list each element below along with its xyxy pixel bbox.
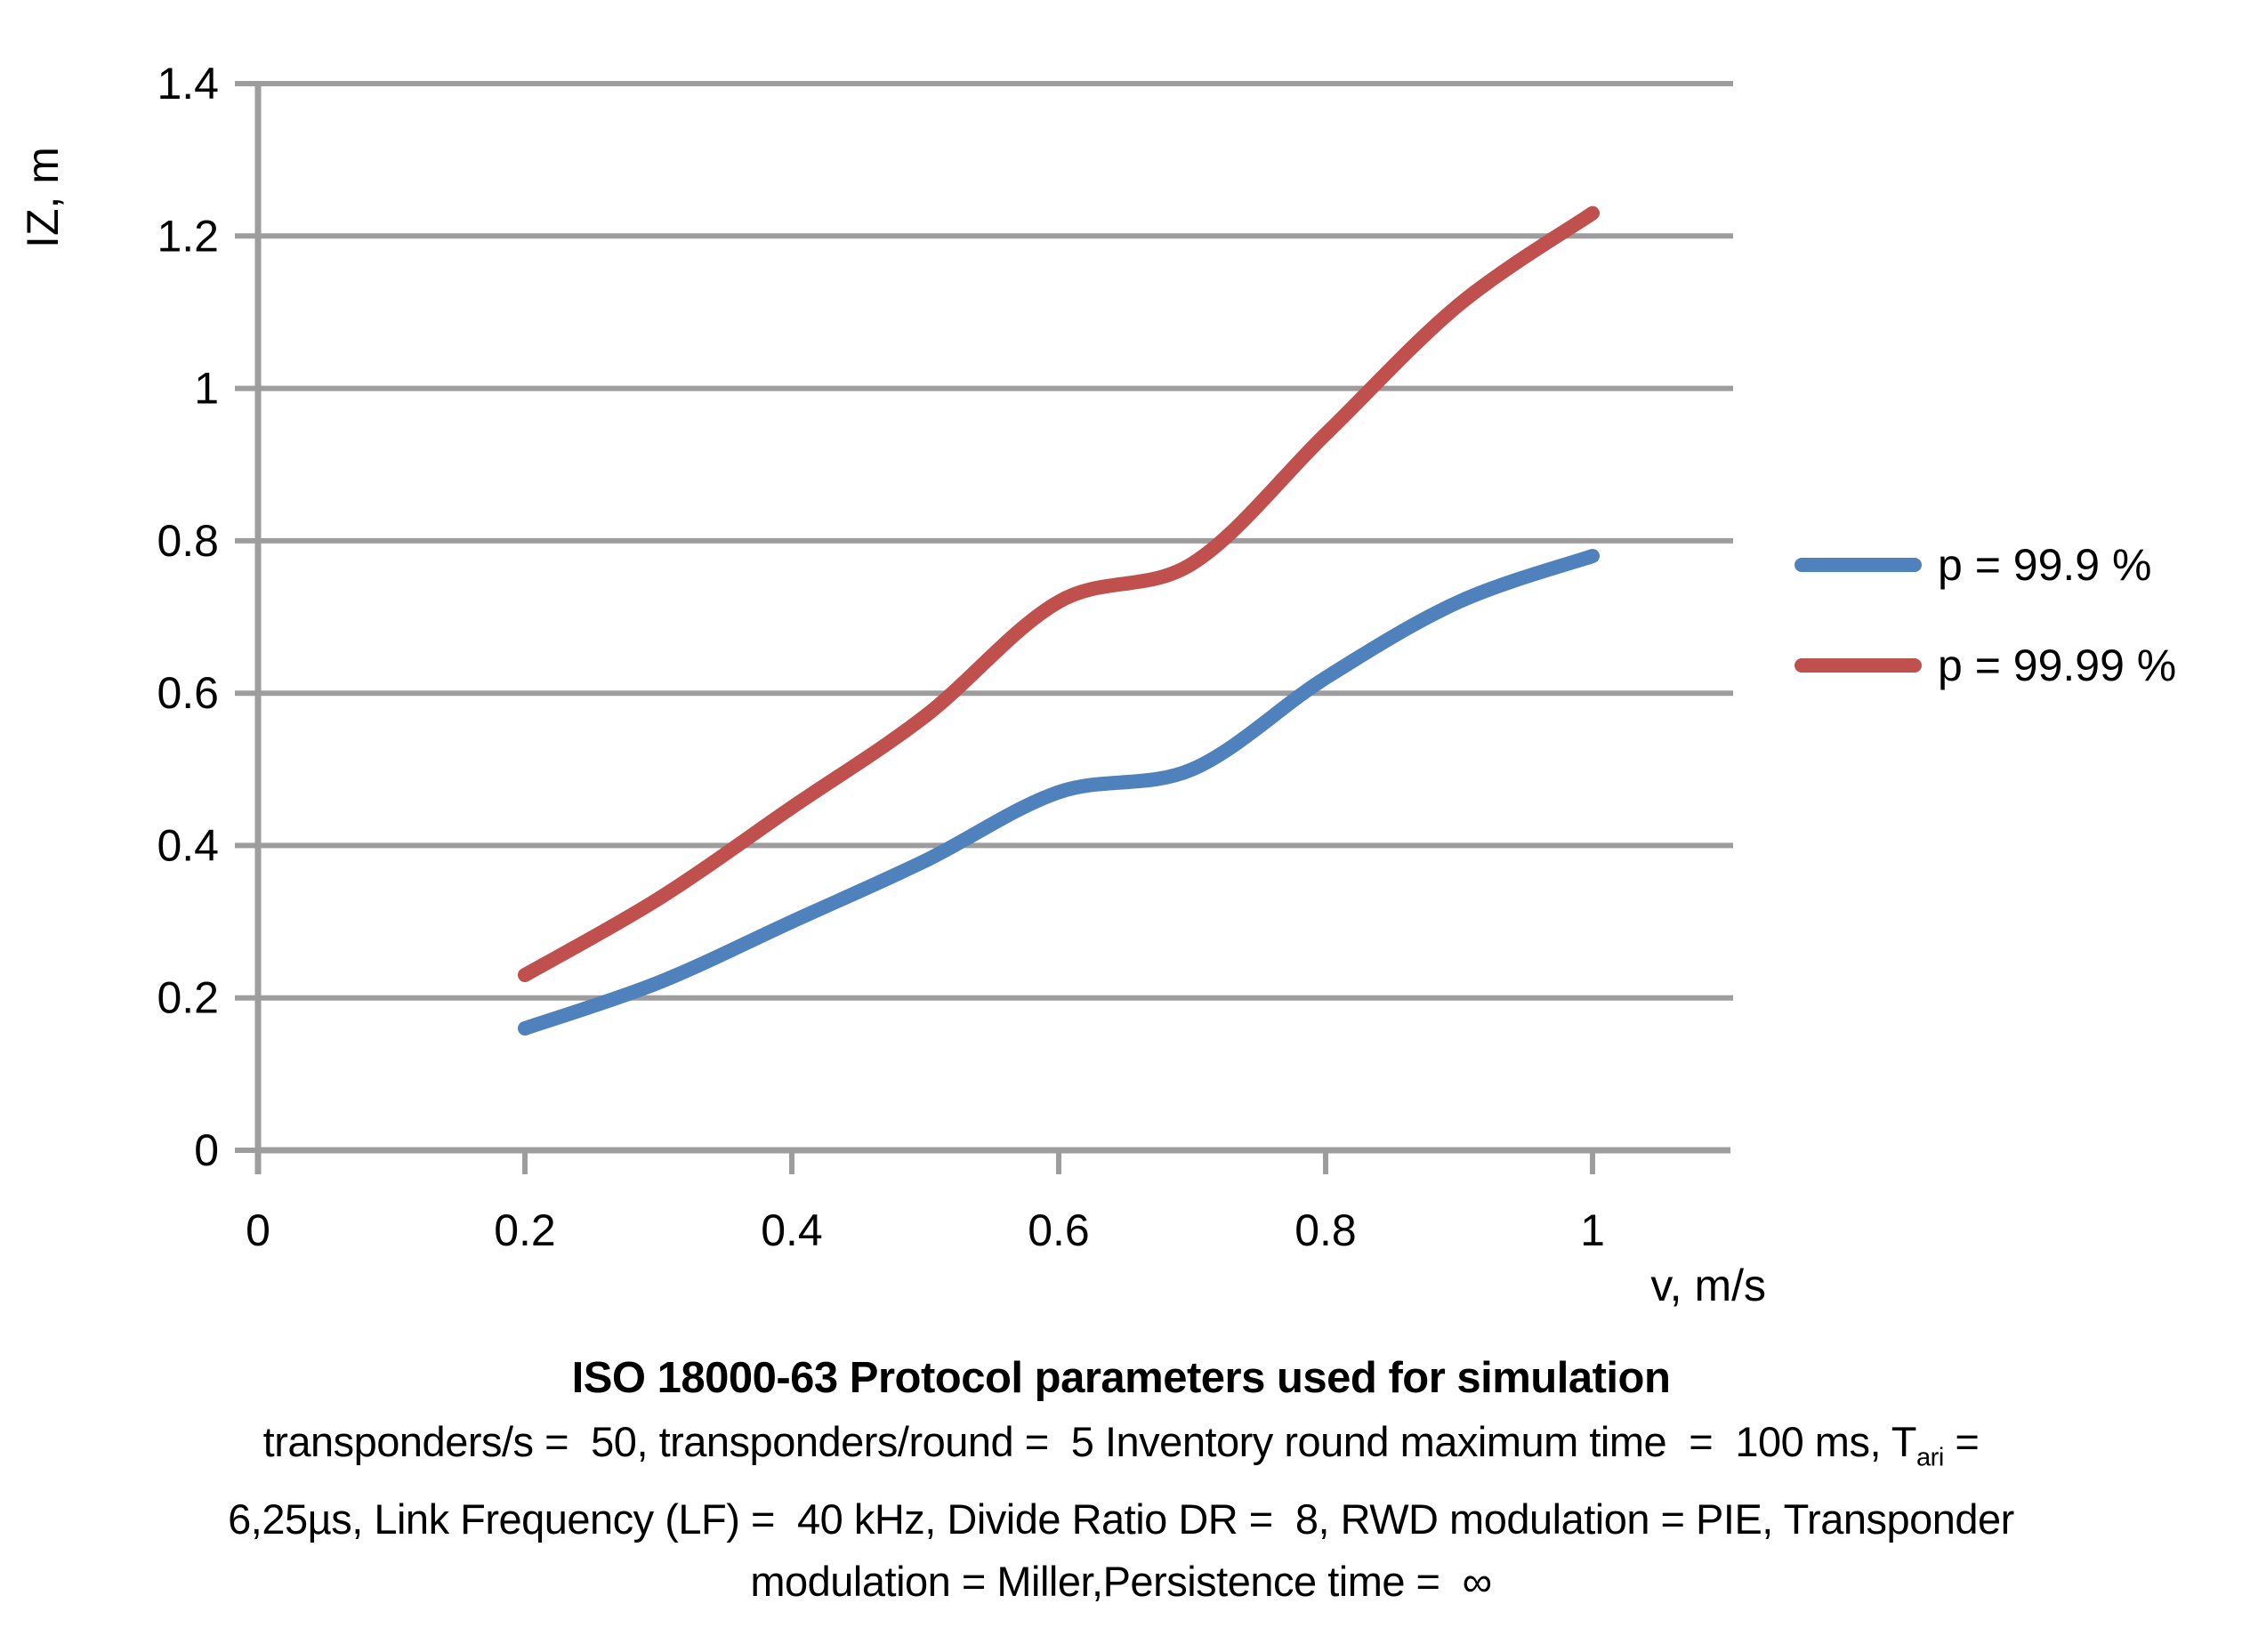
caption-line-3: modulation = Miller,Persistence time = ∞ — [750, 1558, 1492, 1606]
caption-title: ISO 18000-63 Protocol parameters used fo… — [571, 1354, 1671, 1402]
x-tick-label: 0.6 — [1028, 1205, 1090, 1255]
y-tick-label: 1.4 — [157, 59, 219, 109]
y-tick-label: 1.2 — [157, 211, 219, 261]
caption-line-1: transponders/s = 50, transponders/round … — [0, 1411, 2242, 1488]
legend: p = 99.9 % p = 99.99 % — [1794, 540, 2176, 690]
x-tick-label: 0.4 — [761, 1205, 823, 1255]
chart-caption: ISO 18000-63 Protocol parameters used fo… — [0, 1345, 2242, 1613]
legend-label-p-99-9: p = 99.9 % — [1938, 540, 2151, 590]
y-axis-title: IZ, m — [18, 147, 68, 248]
series-line-0 — [518, 549, 1600, 1036]
x-tick-labels: 0 0.2 0.4 0.6 0.8 1 — [246, 1205, 1605, 1255]
y-tick-label: 0 — [194, 1125, 219, 1175]
caption-line-1-end: = — [1943, 1418, 1980, 1465]
caption-line-2: 6,25µs, Link Frequency (LF) = 40 kHz, Di… — [228, 1495, 2014, 1543]
line-chart: 0 0.2 0.4 0.6 0.8 1 1.2 1.4 0 0.2 0.4 0.6 0.8 1 IZ, … — [18, 59, 2176, 1310]
caption-line-1-text: transponders/s = 50, transponders/round … — [262, 1418, 1917, 1465]
y-tick-labels: 0 0.2 0.4 0.6 0.8 1 1.2 1.4 — [157, 59, 219, 1175]
x-tick-label: 0.8 — [1294, 1205, 1357, 1255]
x-tick-label: 0 — [246, 1205, 270, 1255]
caption-line-1-subscript: ari — [1915, 1443, 1944, 1472]
axes — [254, 84, 1730, 1174]
y-tick-label: 1 — [194, 364, 219, 414]
x-axis-title: v, m/s — [1650, 1261, 1766, 1310]
y-tick-label: 0.4 — [157, 820, 219, 870]
y-tick-label: 0.6 — [157, 668, 219, 718]
y-tick-label: 0.8 — [157, 516, 219, 566]
legend-label-p-99-99: p = 99.99 % — [1938, 641, 2176, 690]
series-lines — [518, 205, 1600, 1036]
tick-marks — [235, 81, 1595, 1174]
gridlines — [258, 81, 1733, 1001]
x-tick-label: 1 — [1580, 1205, 1605, 1255]
x-tick-label: 0.2 — [494, 1205, 556, 1255]
y-tick-label: 0.2 — [157, 973, 219, 1023]
series-line-1 — [518, 205, 1600, 982]
